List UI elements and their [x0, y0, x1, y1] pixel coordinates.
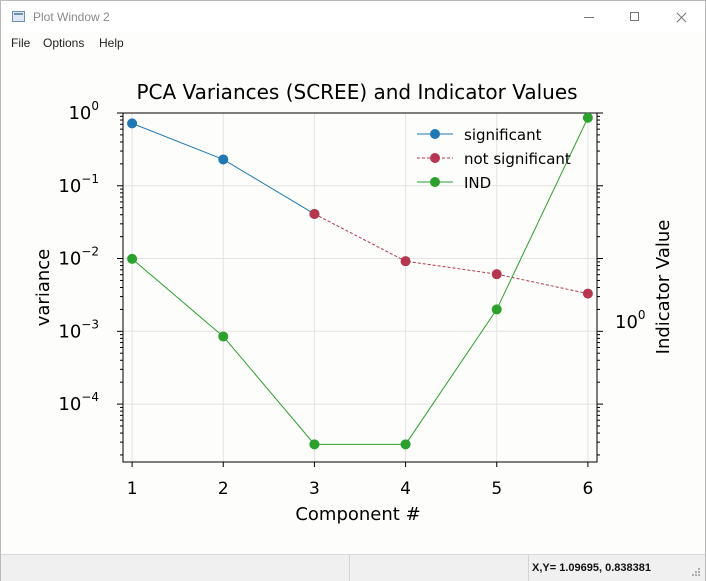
legend-label: significant	[464, 126, 542, 144]
y-tick-label: 10−4	[58, 390, 99, 415]
legend-label: not significant	[464, 150, 571, 168]
legend-marker	[430, 153, 440, 163]
x-tick-label: 2	[218, 479, 229, 499]
window-title: Plot Window 2	[33, 10, 110, 24]
close-button[interactable]	[658, 1, 704, 33]
data-point	[491, 269, 502, 280]
x-tick-label: 3	[309, 479, 320, 499]
y2-axis-label: Indicator Value	[653, 220, 674, 355]
y-tick-label: 10−1	[58, 172, 99, 197]
series-line-not-significant	[314, 213, 588, 295]
series-line-ind	[131, 117, 589, 445]
minimize-button[interactable]	[566, 1, 612, 33]
status-separator	[349, 555, 350, 581]
scree-chart[interactable]: 1 2 3 4 5 6 100 10−1 10−2 10−3 10−4 100 PCA Variance…	[1, 56, 705, 552]
data-point	[491, 304, 502, 315]
legend-marker	[430, 177, 440, 187]
y2-tick-label: 100	[615, 308, 646, 333]
data-point	[582, 112, 593, 123]
x-axis-label: Component #	[295, 504, 420, 525]
app-icon	[12, 11, 25, 22]
y-tick-label: 100	[68, 99, 99, 124]
menu-help[interactable]: Help	[99, 36, 124, 50]
title-bar[interactable]: Plot Window 2	[1, 1, 705, 33]
legend: significant not significant IND	[417, 126, 571, 192]
data-point	[127, 118, 138, 129]
plot-frame	[122, 112, 598, 463]
x-tick-label: 5	[491, 479, 502, 499]
legend-label: IND	[464, 174, 491, 192]
data-point	[400, 256, 411, 267]
x-tick-label: 6	[582, 479, 593, 499]
data-point	[309, 208, 320, 219]
chart-title: PCA Variances (SCREE) and Indicator Valu…	[136, 80, 577, 104]
menu-options[interactable]: Options	[43, 36, 85, 50]
y-tick-label: 10−2	[58, 245, 99, 270]
x-tick-label: 1	[127, 479, 138, 499]
menu-bar: File Options Help	[1, 33, 705, 53]
data-point	[127, 253, 138, 264]
data-point	[582, 288, 593, 299]
data-point	[400, 439, 411, 450]
legend-marker	[430, 129, 440, 139]
cursor-coordinates: X,Y= 1.09695, 0.838381	[532, 562, 651, 574]
data-point	[218, 331, 229, 342]
resize-grip-icon[interactable]	[691, 567, 701, 577]
status-separator	[528, 555, 529, 581]
x-tick-label: 4	[400, 479, 411, 499]
data-point	[309, 439, 320, 450]
y-axis-label: variance	[33, 249, 54, 327]
y-tick-label: 10−3	[58, 317, 99, 342]
status-bar: X,Y= 1.09695, 0.838381	[1, 554, 705, 581]
maximize-button[interactable]	[612, 1, 658, 33]
data-point	[218, 154, 229, 165]
menu-file[interactable]: File	[11, 36, 31, 50]
